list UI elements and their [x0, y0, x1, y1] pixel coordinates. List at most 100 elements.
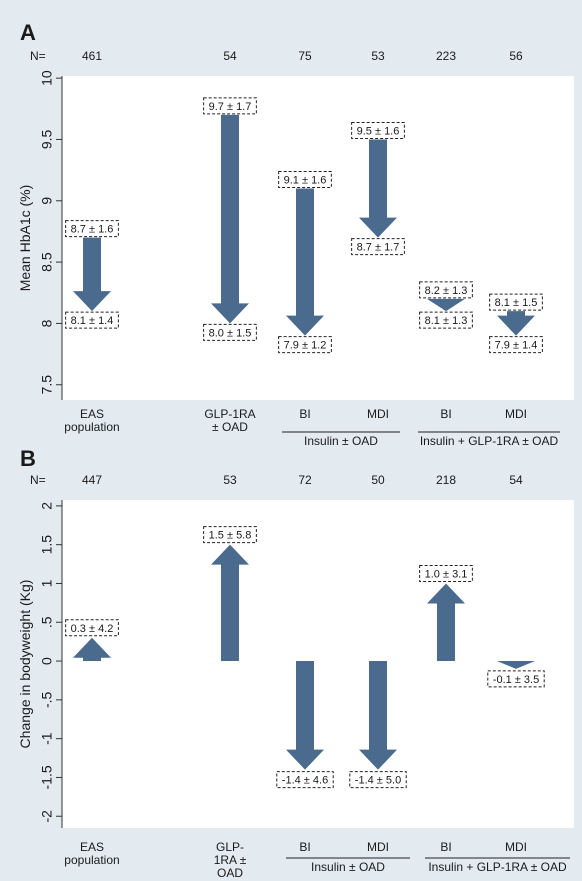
n-value: 56 [509, 49, 523, 63]
category-label: MDI [505, 407, 527, 421]
value-label-box [65, 619, 119, 637]
n-value: 223 [436, 49, 456, 63]
value-label: -1.4 ± 5.0 [355, 775, 401, 787]
value-label-box [349, 771, 407, 789]
category-label: BI [299, 407, 310, 421]
start-label-box [278, 171, 332, 189]
category-label: 1RA ± [214, 853, 247, 867]
y-tick-label: 8.5 [39, 252, 55, 272]
start-label-box [489, 293, 543, 311]
category-label: MDI [367, 407, 389, 421]
arrow-mark [286, 661, 324, 770]
value-label-box [487, 670, 545, 688]
end-label-box [65, 311, 119, 329]
n-value: 461 [82, 49, 102, 63]
end-label: 8.1 ± 1.3 [425, 315, 468, 327]
category-label: GLP-1RA [204, 407, 255, 421]
n-label: N= [30, 49, 46, 63]
category-label: MDI [505, 840, 527, 854]
arrow-mark [427, 583, 465, 662]
y-axis-label: Mean HbA1c (%) [17, 185, 33, 292]
n-value: 75 [298, 49, 312, 63]
arrow-mark [359, 139, 397, 238]
end-label-box [489, 336, 543, 354]
y-tick-label: 8 [39, 319, 55, 327]
y-tick-label: -2 [39, 810, 55, 823]
y-tick-label: 0 [39, 657, 55, 665]
category-label: GLP- [216, 840, 244, 854]
n-value: 72 [298, 473, 312, 487]
category-label: population [64, 853, 119, 867]
n-value: 54 [223, 49, 237, 63]
n-value: 50 [371, 473, 385, 487]
start-label: 9.5 ± 1.6 [357, 125, 400, 137]
arrow-mark [359, 661, 397, 770]
end-label-box [351, 238, 405, 256]
start-label-box [419, 281, 473, 299]
y-tick-label: 9.5 [39, 130, 55, 150]
start-label: 8.1 ± 1.5 [495, 297, 538, 309]
y-tick-label: .5 [39, 616, 55, 628]
category-label: MDI [367, 840, 389, 854]
y-axis-label: Change in bodyweight (Kg) [17, 580, 33, 749]
end-label: 8.1 ± 1.4 [71, 315, 114, 327]
n-value: 218 [436, 473, 456, 487]
n-label: N= [30, 473, 46, 487]
n-value: 54 [509, 473, 523, 487]
end-label: 7.9 ± 1.2 [284, 340, 327, 352]
y-tick-label: -.5 [39, 691, 55, 708]
arrow-mark [427, 298, 465, 312]
group-bracket-label: Insulin + GLP-1RA ± OAD [428, 860, 567, 874]
y-tick-label: 1.5 [39, 535, 55, 555]
start-label-box [203, 97, 257, 115]
start-label: 9.1 ± 1.6 [284, 175, 327, 187]
group-bracket-label: Insulin + GLP-1RA ± OAD [420, 434, 559, 448]
start-label: 8.7 ± 1.6 [71, 224, 114, 236]
category-label: OAD [217, 866, 243, 880]
y-tick-label: -1.5 [39, 765, 55, 789]
value-label: 1.0 ± 3.1 [425, 568, 468, 580]
end-label: 8.7 ± 1.7 [357, 242, 400, 254]
arrow-mark [497, 311, 535, 336]
value-label: 0.3 ± 4.2 [71, 623, 114, 635]
end-label: 7.9 ± 1.4 [495, 340, 538, 352]
arrow-mark [497, 661, 535, 669]
panel-B: B N= 447 53 72 50 218 54 -2 -1.5 -1 -.5 0 .5 1 1.5 2 Chan… [8, 445, 582, 881]
n-value: 53 [223, 473, 237, 487]
category-label: population [64, 420, 119, 434]
category-label: ± OAD [212, 420, 248, 434]
y-tick-label: 1 [39, 579, 55, 587]
category-label: BI [440, 840, 451, 854]
y-tick-label: 7.5 [39, 375, 55, 395]
arrow-mark [73, 637, 111, 662]
panel-letter: B [20, 446, 36, 471]
end-label-box [203, 323, 257, 341]
category-label: BI [299, 840, 310, 854]
value-label: -1.4 ± 4.6 [282, 775, 328, 787]
panel-A: A N= 461 54 75 53 223 56 7.5 8 8.5 9 9.5 10 Mean HbA1c… [8, 15, 582, 448]
value-label-box [276, 771, 334, 789]
group-bracket-label: Insulin ± OAD [304, 434, 378, 448]
arrow-mark [211, 114, 249, 324]
y-tick-label: -1 [39, 732, 55, 745]
arrow-mark [211, 544, 249, 662]
end-label-box [278, 336, 332, 354]
y-tick-label: 2 [39, 502, 55, 510]
value-label-box [203, 526, 257, 544]
y-tick-label: 10 [39, 70, 55, 86]
n-value: 447 [82, 473, 102, 487]
y-tick-label: 9 [39, 197, 55, 205]
start-label-box [65, 220, 119, 238]
start-label-box [351, 121, 405, 139]
category-label: BI [440, 407, 451, 421]
category-label: EAS [80, 840, 104, 854]
category-label: EAS [80, 407, 104, 421]
arrow-mark [286, 188, 324, 336]
start-label: 8.2 ± 1.3 [425, 285, 468, 297]
end-label-box [419, 311, 473, 329]
value-label: -0.1 ± 3.5 [493, 674, 539, 686]
n-value: 53 [371, 49, 385, 63]
value-label: 1.5 ± 5.8 [209, 530, 252, 542]
group-bracket-label: Insulin ± OAD [311, 860, 385, 874]
